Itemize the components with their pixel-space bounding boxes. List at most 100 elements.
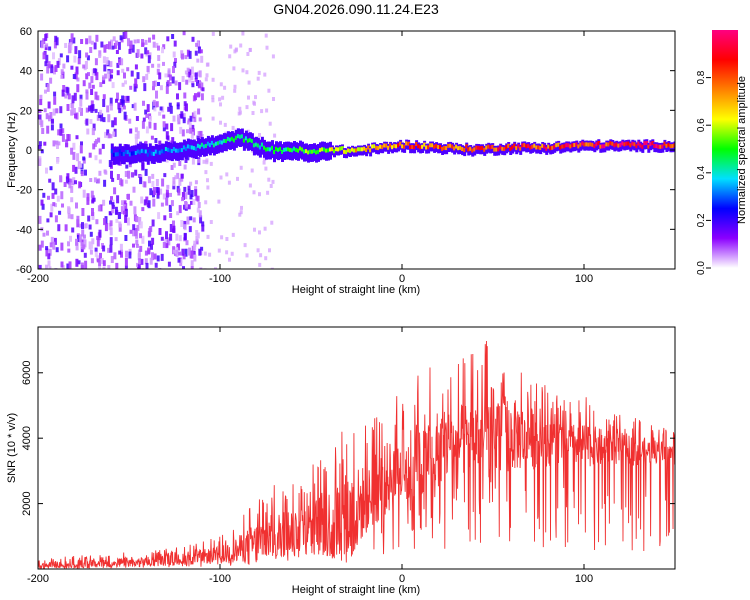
noise-cell: [62, 63, 66, 69]
noise-cell: [197, 108, 201, 115]
noise-cell: [117, 41, 121, 50]
noise-cell: [95, 34, 99, 42]
noise-cell: [122, 32, 126, 39]
noise-cell: [187, 185, 191, 190]
noise-cell: [85, 91, 89, 100]
noise-cell: [245, 253, 249, 258]
signal-cell: [655, 144, 659, 149]
signal-cell: [234, 135, 238, 140]
signal-cell: [110, 149, 114, 154]
noise-cell: [134, 137, 138, 146]
noise-cell: [95, 139, 98, 145]
noise-cell: [197, 202, 201, 208]
noise-cell: [90, 190, 94, 198]
noise-cell: [182, 117, 186, 124]
noise-cell: [267, 177, 271, 182]
noise-cell: [45, 113, 49, 120]
noise-cell: [219, 102, 222, 107]
noise-cell: [135, 239, 139, 245]
noise-cell: [104, 73, 108, 79]
signal-cell: [132, 151, 136, 156]
noise-cell: [188, 226, 192, 233]
snr-xlabel: Height of straight line (km): [292, 584, 420, 596]
signal-cell: [134, 151, 138, 155]
signal-cell: [571, 143, 575, 148]
noise-cell: [191, 83, 195, 88]
noise-cell: [66, 263, 70, 269]
noise-cell: [94, 155, 98, 161]
signal-cell: [242, 138, 246, 143]
noise-cell: [50, 65, 54, 74]
noise-cell: [200, 55, 204, 63]
noise-cell: [151, 173, 155, 179]
signal-cell: [427, 145, 431, 150]
noise-cell: [111, 45, 115, 50]
signal-cell: [188, 145, 192, 149]
noise-cell: [185, 103, 188, 112]
noise-cell: [142, 76, 146, 83]
noise-cell: [55, 140, 59, 145]
signal-cell: [345, 150, 348, 155]
noise-cell: [40, 41, 44, 49]
noise-cell: [209, 161, 213, 166]
noise-cell: [141, 162, 145, 170]
noise-cell: [82, 80, 86, 87]
noise-cell: [72, 142, 76, 150]
noise-cell: [181, 197, 184, 202]
spectrogram-panel: -200 -100 0 100 60 40 20 0 -20 -40 -60 Height of …: [6, 26, 676, 296]
signal-cell: [567, 143, 571, 148]
signal-cell: [172, 147, 176, 152]
noise-cell: [60, 74, 64, 79]
signal-cell: [220, 140, 224, 145]
noise-cell: [108, 160, 112, 167]
noise-cell: [44, 45, 48, 51]
noise-cell: [172, 177, 176, 185]
noise-cell: [110, 170, 113, 179]
noise-cell: [95, 219, 99, 225]
noise-cell: [219, 175, 223, 180]
noise-cell: [194, 189, 198, 197]
noise-cell: [113, 42, 117, 49]
noise-cell: [101, 143, 105, 149]
noise-cell: [91, 208, 94, 216]
noise-cell: [84, 169, 87, 176]
signal-cell: [180, 148, 184, 153]
noise-cell: [104, 170, 108, 175]
noise-cell: [265, 108, 269, 113]
signal-cell: [559, 145, 563, 150]
noise-cell: [116, 70, 120, 76]
signal-cell: [295, 147, 298, 152]
noise-cell: [197, 92, 200, 98]
noise-cell: [141, 207, 145, 212]
y-tick-label: 20: [20, 105, 32, 117]
signal-cell: [327, 148, 330, 153]
signal-cell: [551, 145, 555, 150]
noise-cell: [124, 214, 128, 223]
x-tick-label: 100: [575, 273, 593, 285]
noise-cell: [153, 80, 157, 87]
signal-cell: [309, 149, 312, 154]
signal-cell: [633, 142, 637, 147]
noise-cell: [184, 55, 188, 60]
noise-cell: [102, 75, 106, 81]
signal-cell: [311, 149, 314, 154]
noise-cell: [163, 215, 167, 221]
noise-cell: [157, 45, 160, 51]
noise-cell: [103, 179, 107, 187]
noise-cell: [70, 109, 74, 116]
noise-cell: [38, 114, 42, 120]
signal-cell: [637, 141, 641, 146]
colorbar-gradient: [712, 30, 738, 268]
noise-cell: [124, 265, 128, 269]
signal-cell: [489, 145, 493, 150]
noise-cell: [145, 262, 149, 269]
noise-cell: [46, 230, 49, 236]
noise-cell: [175, 233, 179, 241]
signal-cell: [627, 141, 631, 146]
noise-cell: [184, 201, 188, 209]
noise-cell: [162, 121, 166, 128]
noise-cell: [45, 43, 49, 48]
noise-cell: [198, 46, 201, 54]
signal-cell: [194, 146, 198, 151]
noise-cell: [49, 112, 53, 119]
